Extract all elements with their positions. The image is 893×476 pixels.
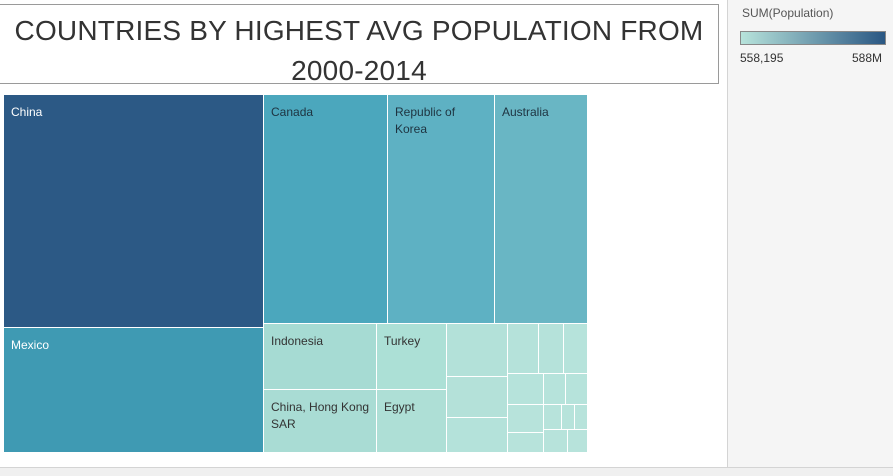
treemap-cell[interactable] — [544, 405, 562, 430]
treemap-cell[interactable] — [539, 324, 564, 374]
worksheet-pane: COUNTRIES BY HIGHEST AVG POPULATION FROM… — [0, 0, 728, 467]
treemap-cell[interactable] — [566, 374, 588, 405]
status-strip — [0, 467, 893, 476]
treemap-cell[interactable] — [575, 405, 588, 430]
treemap-cell-label: China, Hong Kong SAR — [271, 400, 370, 431]
treemap-cell[interactable]: Egypt — [377, 390, 447, 453]
treemap-cell-label: Canada — [271, 105, 314, 119]
legend-title: SUM(Population) — [742, 6, 834, 20]
treemap-cell[interactable] — [508, 324, 539, 374]
treemap-cell[interactable] — [568, 430, 588, 453]
treemap-cell[interactable] — [562, 405, 575, 430]
treemap-cell-label: Republic of Korea — [395, 105, 456, 136]
treemap-cell[interactable] — [508, 433, 544, 453]
treemap-cell[interactable]: Indonesia — [264, 324, 377, 390]
title-box: COUNTRIES BY HIGHEST AVG POPULATION FROM… — [0, 4, 719, 86]
treemap-cell-label: Egypt — [384, 400, 415, 414]
treemap-cell[interactable] — [508, 374, 544, 405]
treemap-cell[interactable]: China — [4, 95, 264, 328]
treemap-cell-label: Australia — [502, 105, 549, 119]
chart-title: COUNTRIES BY HIGHEST AVG POPULATION FROM… — [14, 15, 704, 86]
color-legend[interactable]: SUM(Population) 558,195 588M — [736, 0, 886, 70]
legend-pane — [728, 0, 893, 467]
treemap[interactable]: China Mexico Canada Republic of Korea Austra… — [4, 95, 588, 453]
treemap-cell[interactable] — [447, 377, 508, 418]
treemap-cell[interactable]: Republic of Korea — [388, 95, 495, 324]
legend-min-label: 558,195 — [740, 51, 784, 65]
treemap-cell-label: Indonesia — [271, 334, 324, 348]
treemap-cell[interactable] — [508, 405, 544, 433]
legend-max-label: 588M — [851, 51, 882, 65]
treemap-cell[interactable] — [544, 374, 566, 405]
legend-gradient-bar[interactable] — [740, 31, 886, 45]
treemap-cell[interactable] — [447, 418, 508, 453]
treemap-cell[interactable]: Canada — [264, 95, 388, 324]
treemap-cell[interactable] — [447, 324, 508, 377]
treemap-cell[interactable]: Mexico — [4, 328, 264, 453]
treemap-cell[interactable]: China, Hong Kong SAR — [264, 390, 377, 453]
treemap-cell-label: Mexico — [11, 338, 50, 352]
treemap-cell-label: Turkey — [384, 334, 421, 348]
treemap-cell[interactable]: Australia — [495, 95, 588, 324]
treemap-cell[interactable] — [564, 324, 588, 374]
treemap-cell[interactable]: Turkey — [377, 324, 447, 390]
treemap-cell-label: China — [11, 105, 43, 119]
treemap-cell[interactable] — [544, 430, 568, 453]
